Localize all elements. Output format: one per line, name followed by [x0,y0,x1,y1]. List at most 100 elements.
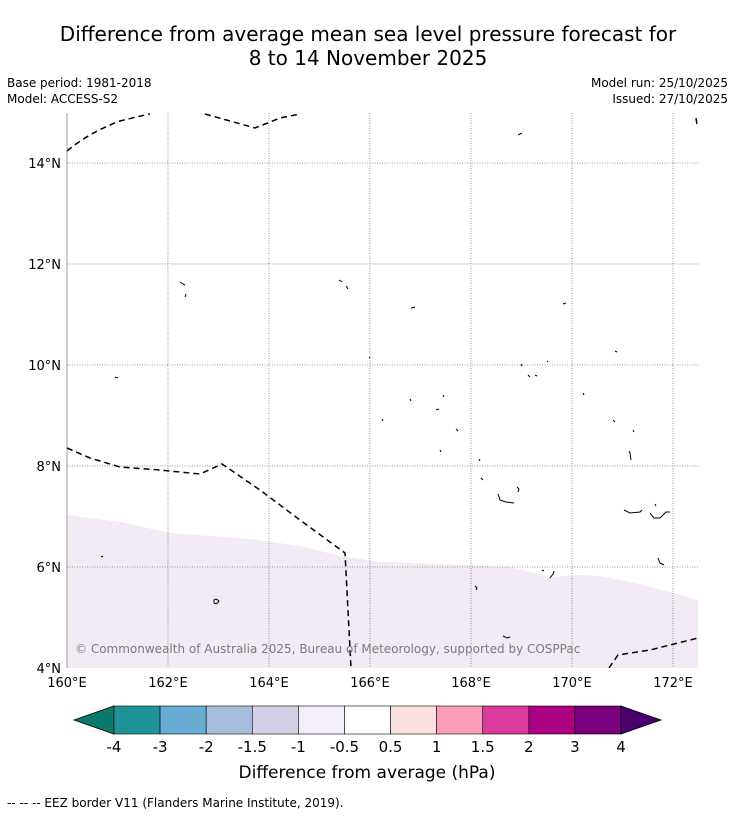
colorbar-extend-right [620,705,663,735]
island [179,281,186,286]
island [623,509,643,514]
colorbar-cell [390,705,437,735]
island [657,557,665,566]
colorbar-cell [344,705,391,735]
colorbar-cell [436,705,484,735]
title-line-1: Difference from average mean sea level p… [59,22,677,46]
island [338,279,343,283]
colorbar-cell [159,705,207,735]
island [628,450,632,461]
island [474,585,478,591]
island [614,350,618,353]
island [409,398,412,402]
meta-right: Model run: 25/10/2025 Issued: 27/10/2025 [591,75,728,107]
island [527,374,531,378]
lat-tick-label: 8°N [37,460,62,475]
lon-tick-labels: 160°E 162°E 164°E 166°E 168°E 170°E 172°… [47,676,693,691]
lon-tick-label: 162°E [148,676,188,691]
lat-tick-label: 12°N [28,258,61,273]
lat-tick-label: 10°N [28,359,61,374]
island [213,598,220,605]
lon-tick-label: 166°E [350,676,390,691]
islands [100,132,670,639]
colorbar-tick-label: 3 [570,738,580,756]
lon-tick-label: 160°E [47,676,87,691]
island [435,408,440,411]
island [410,306,416,309]
eez-legend: -- -- -- EEZ border V11 (Flanders Marine… [7,796,344,810]
island [549,570,555,579]
colorbar-tick-label: -2 [199,738,214,756]
island [478,458,481,462]
colorbar-tick-label: -3 [153,738,168,756]
model-run: Model run: 25/10/2025 [590,76,728,90]
lat-tick-label: 6°N [37,561,62,576]
island [497,493,515,504]
island [345,285,349,290]
base-period: Base period: 1981-2018 [7,76,152,90]
colorbar-tick-label: -0.5 [330,738,359,756]
island [632,429,635,433]
eez-border [608,637,698,668]
island [114,376,119,379]
colorbar-cell [482,705,530,735]
island [534,374,538,377]
anomaly-shading-region [67,515,698,668]
chart-title: Difference from average mean sea level p… [0,22,736,70]
lat-tick-label: 14°N [28,157,61,172]
colorbar-tick-label: 1.5 [471,738,495,756]
colorbar: -4 -3 -2 -1.5 -1 -0.5 0.5 1 1.5 2 3 4 Difference fr… [72,705,663,783]
colorbar-tick-label: 4 [616,738,626,756]
eez-border [67,113,151,152]
colorbar-cell [205,705,253,735]
island [502,635,511,639]
colorbar-extend-left [72,705,115,735]
eez-border [204,113,301,129]
island [517,132,523,136]
colorbar-tick-label: -1.5 [238,738,267,756]
island [649,511,670,519]
lon-tick-label: 164°E [249,676,289,691]
island [381,418,384,422]
island [541,569,545,572]
island [439,449,442,453]
island [480,477,484,481]
issued-date: Issued: 27/10/2025 [612,92,728,106]
lon-tick-label: 172°E [653,676,693,691]
colorbar-cell [298,705,345,735]
island [582,392,585,396]
island [184,293,187,298]
lon-tick-label: 170°E [552,676,592,691]
copyright-notice: © Commonwealth of Australia 2025, Bureau… [75,642,580,656]
island [442,394,445,398]
island [654,503,657,507]
island [455,428,459,432]
island [562,302,567,305]
model-name: Model: ACCESS-S2 [7,92,119,106]
colorbar-tick-label: 2 [524,738,534,756]
island [100,555,104,558]
colorbar-cell [528,705,576,735]
island [612,419,616,423]
colorbar-cell [574,705,622,735]
lat-tick-labels: 14°N 12°N 10°N 8°N 6°N 4°N [28,157,61,677]
colorbar-tick-label: -4 [107,738,122,756]
island [368,356,371,359]
eez-border [695,117,698,126]
lat-tick-label: 4°N [37,662,62,677]
eez-border [67,447,352,668]
colorbar-tick-label: -1 [291,738,306,756]
title-line-2: 8 to 14 November 2025 [248,46,488,70]
meta-left: Base period: 1981-2018 Model: ACCESS-S2 [7,75,152,107]
colorbar-cell [113,705,161,735]
island [516,486,520,493]
island [546,360,549,363]
colorbar-cell [251,705,299,735]
graticule [67,113,698,668]
lon-tick-label: 168°E [451,676,491,691]
island [520,363,523,367]
colorbar-tick-label: 0.5 [379,738,403,756]
colorbar-label: Difference from average (hPa) [239,763,496,783]
colorbar-tick-label: 1 [432,738,442,756]
